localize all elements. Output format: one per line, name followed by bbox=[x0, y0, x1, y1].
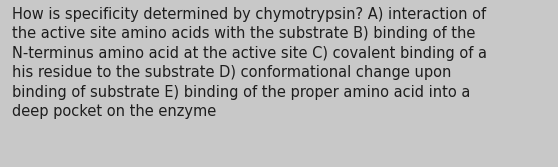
Text: How is specificity determined by chymotrypsin? A) interaction of
the active site: How is specificity determined by chymotr… bbox=[12, 7, 487, 119]
